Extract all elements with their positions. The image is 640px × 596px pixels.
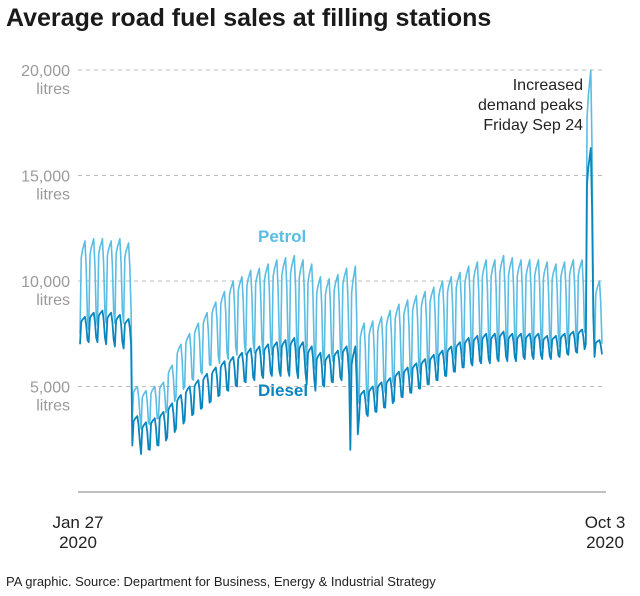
y-tick-label: 20,000 bbox=[21, 63, 70, 80]
annotation-line-3: Friday Sep 24 bbox=[483, 117, 583, 134]
source-note: PA graphic. Source: Department for Busin… bbox=[6, 574, 436, 589]
x-start-label-line-2: 2020 bbox=[59, 533, 97, 552]
annotation-line-2: demand peaks bbox=[478, 97, 583, 114]
x-start-label-line-1: Jan 27 bbox=[52, 513, 103, 532]
series-diesel bbox=[79, 147, 603, 455]
chart-title: Average road fuel sales at filling stati… bbox=[6, 4, 491, 32]
y-tick-label: 15,000 bbox=[21, 169, 70, 186]
y-tick-label: 10,000 bbox=[21, 274, 70, 291]
x-axis-labels: Jan 27 2020 Oct 3 2020 bbox=[52, 513, 625, 552]
series-line-petrol bbox=[79, 69, 603, 430]
series-petrol bbox=[79, 69, 603, 430]
x-end-label-line-2: 2020 bbox=[586, 533, 624, 552]
y-tick-unit: litres bbox=[36, 187, 70, 204]
y-tick-unit: litres bbox=[36, 81, 70, 98]
gridlines bbox=[78, 69, 606, 387]
y-tick-unit: litres bbox=[36, 292, 70, 309]
x-end-label-line-1: Oct 3 bbox=[585, 513, 626, 532]
y-tick-unit: litres bbox=[36, 398, 70, 415]
y-tick-label: 5,000 bbox=[30, 380, 70, 397]
series-label-petrol: Petrol bbox=[258, 227, 306, 246]
y-axis-labels: 20,000litres15,000litres10,000litres5,00… bbox=[21, 63, 70, 415]
annotation: Increased demand peaks Friday Sep 24 bbox=[478, 77, 583, 134]
series-line-diesel bbox=[79, 147, 603, 455]
annotation-line-1: Increased bbox=[513, 77, 583, 94]
series-label-diesel: Diesel bbox=[258, 381, 308, 400]
